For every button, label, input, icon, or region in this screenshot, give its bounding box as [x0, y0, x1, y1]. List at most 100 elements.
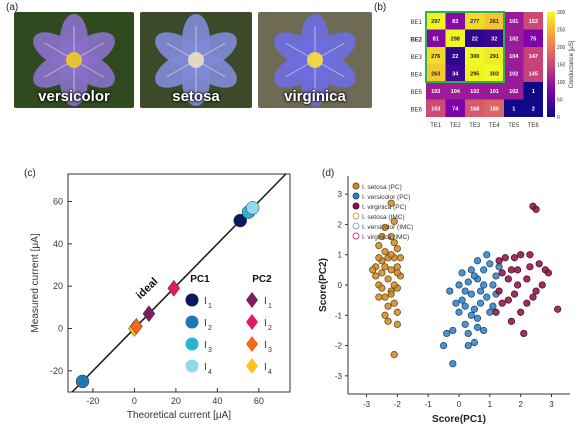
y-tick-label: 2	[338, 220, 343, 229]
heatmap-cell	[445, 82, 465, 100]
highlight-box	[425, 11, 505, 83]
data-point	[393, 320, 401, 328]
data-point	[476, 299, 485, 307]
legend-marker	[352, 182, 360, 190]
data-point	[378, 269, 386, 277]
data-point	[495, 287, 503, 295]
data-point	[504, 296, 512, 304]
heatmap-cell-value: 297	[431, 19, 440, 25]
data-point	[443, 329, 451, 338]
heatmap-cell	[504, 12, 524, 30]
heatmap-cell	[484, 64, 504, 82]
heatmap-cell	[484, 29, 504, 47]
legend-marker-pc2	[246, 336, 258, 352]
heatmap-cell	[426, 82, 446, 100]
legend-label-subscript: 4	[268, 369, 272, 376]
y-tick-label: -3	[335, 372, 343, 381]
heatmap-cell-value: 276	[431, 54, 440, 60]
iris-photo: setosa	[140, 12, 252, 108]
legend-label: I. versicolor (IMC)	[362, 224, 413, 231]
data-point	[504, 275, 512, 283]
data-point	[387, 266, 395, 274]
legend-label: I. versicolor (PC)	[362, 194, 410, 201]
heatmap-cell	[484, 99, 504, 117]
data-point	[455, 281, 463, 289]
data-point	[396, 254, 405, 262]
legend-label-subscript: 1	[208, 303, 212, 310]
data-point	[461, 287, 469, 295]
heatmap-cell	[445, 64, 465, 82]
data-point	[526, 251, 534, 259]
heatmap-cell-value: 153	[431, 106, 440, 112]
legend-label-pc1: I	[204, 362, 207, 373]
data-point	[467, 290, 475, 298]
data-point	[470, 338, 479, 347]
legend-label-subscript: 1	[268, 303, 272, 310]
data-point	[384, 317, 392, 325]
data-point	[381, 248, 389, 256]
heatmap-cell-value: 75	[530, 36, 536, 42]
heatmap-cell-value: 1	[512, 106, 515, 112]
x-tick-label: 2	[518, 400, 523, 409]
data-point	[517, 308, 525, 316]
heatmap-cell	[523, 29, 543, 47]
heatmap-col-label: TE1	[430, 123, 442, 129]
x-tick-label: -2	[394, 400, 402, 409]
heatmap-cell-value: 104	[451, 89, 461, 95]
data-point-diamond	[167, 279, 181, 297]
heatmap-cell	[504, 64, 524, 82]
heatmap-cell-value: 102	[509, 36, 518, 42]
data-point	[523, 275, 531, 283]
heatmap-cell-value: 277	[470, 19, 479, 25]
legend-label-pc1: I	[204, 296, 207, 307]
heatmap-cell	[465, 82, 485, 100]
data-point	[495, 257, 503, 265]
data-point	[378, 284, 386, 292]
heatmap-cell	[426, 99, 446, 117]
heatmap-cell	[426, 29, 446, 47]
y-tick-label: 0	[338, 281, 343, 290]
data-point	[507, 266, 516, 274]
panel-label-b: (b)	[374, 2, 387, 13]
flower-center	[66, 52, 82, 68]
data-point	[544, 269, 553, 277]
iris-flower-illustration	[258, 12, 372, 108]
legend-label-pc2: I	[264, 318, 267, 329]
legend-label-pc2: I	[264, 296, 267, 307]
data-point	[387, 232, 395, 241]
legend-header-pc2: PC2	[252, 274, 272, 285]
data-point	[523, 299, 531, 307]
heatmap-row-label: BE1	[411, 20, 423, 26]
y-tick-label: -20	[50, 366, 63, 376]
heatmap-col-label: TE3	[469, 123, 481, 129]
colorbar-label: Conductance [μS]	[569, 40, 575, 88]
data-point	[449, 326, 457, 335]
flower-center	[307, 52, 323, 68]
data-point	[467, 311, 475, 319]
colorbar-tick-label: 0	[557, 115, 560, 121]
data-point	[473, 323, 482, 331]
legend-marker	[352, 192, 360, 200]
x-tick-label: -20	[86, 396, 99, 406]
data-point	[461, 320, 469, 328]
x-axis-label: Score(PC1)	[432, 414, 486, 425]
heatmap-row-label: BE4	[411, 72, 423, 78]
heatmap-cell-value: 102	[509, 89, 518, 95]
colorbar	[547, 12, 555, 117]
data-point	[381, 293, 389, 301]
heatmap-col-label: TE2	[450, 123, 462, 129]
x-tick-label: 3	[549, 400, 554, 409]
y-tick-label: 40	[53, 239, 63, 249]
legend-marker	[352, 202, 360, 210]
legend-label-subscript: 3	[268, 347, 272, 354]
data-point	[517, 251, 525, 259]
legend-label: I. virginica (IMC)	[362, 234, 409, 241]
heatmap-col-label: TE5	[508, 123, 520, 129]
data-point	[464, 341, 472, 350]
heatmap-cell	[504, 47, 524, 65]
y-axis-label: Score(PC2)	[318, 258, 329, 312]
data-point	[369, 266, 377, 274]
heatmap-cell-value: 101	[509, 19, 518, 25]
data-point	[470, 272, 479, 280]
legend-label-subscript: 2	[208, 325, 212, 332]
